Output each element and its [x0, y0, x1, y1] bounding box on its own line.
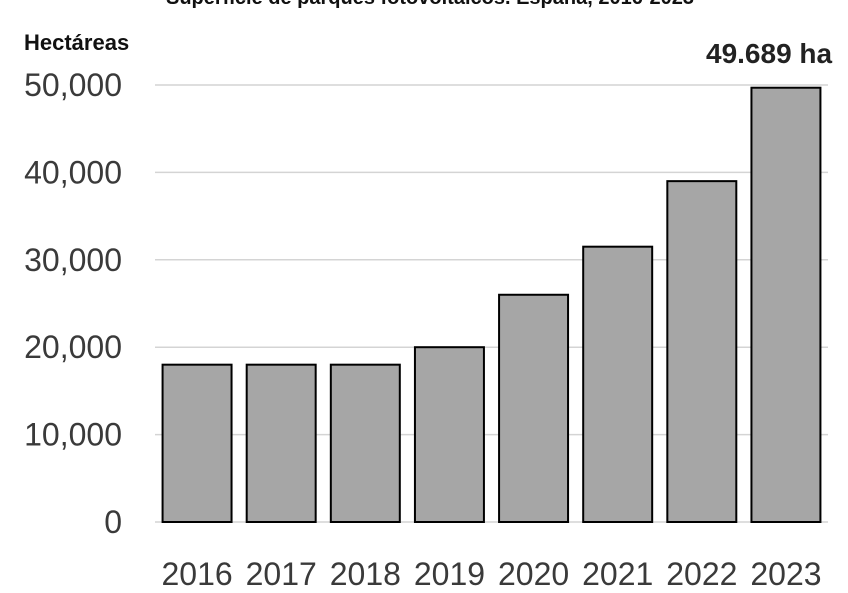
x-tick-label: 2016 [161, 556, 232, 592]
x-tick-label: 2018 [330, 556, 401, 592]
bar-2022 [667, 181, 736, 522]
y-tick-label: 40,000 [24, 154, 122, 190]
y-tick-label: 10,000 [24, 417, 122, 453]
x-tick-label: 2019 [414, 556, 485, 592]
x-tick-label: 2023 [750, 556, 821, 592]
x-tick-label: 2022 [666, 556, 737, 592]
x-tick-label: 2017 [246, 556, 317, 592]
y-axis-label: Hectáreas [24, 30, 129, 55]
bar-2023 [751, 88, 820, 522]
y-tick-label: 20,000 [24, 329, 122, 365]
bar-2016 [163, 365, 232, 522]
y-tick-label: 30,000 [24, 242, 122, 278]
bar-2020 [499, 295, 568, 522]
y-tick-label: 50,000 [24, 67, 122, 103]
y-tick-label: 0 [104, 504, 122, 540]
x-tick-label: 2021 [582, 556, 653, 592]
bar-2017 [247, 365, 316, 522]
bar-2018 [331, 365, 400, 522]
bar-2021 [583, 247, 652, 522]
chart-title: Superficie de parques fotovoltaicos. Esp… [166, 0, 694, 9]
bar-2019 [415, 347, 484, 522]
x-tick-label: 2020 [498, 556, 569, 592]
last-bar-annotation: 49.689 ha [706, 38, 833, 69]
